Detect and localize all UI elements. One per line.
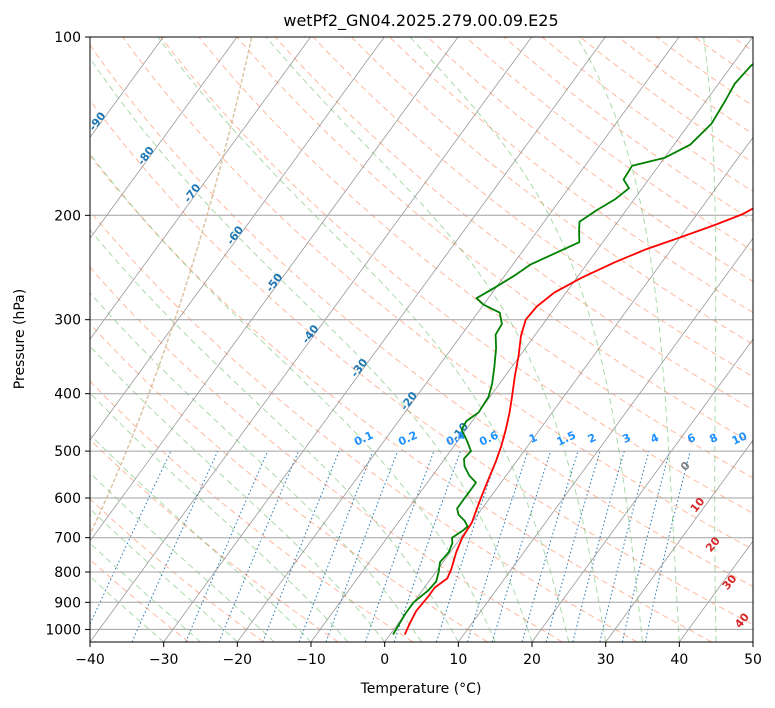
mixing-ratio-line <box>521 450 579 642</box>
y-tick-label: 1000 <box>45 622 81 638</box>
y-tick-label: 300 <box>54 313 81 329</box>
temperature-profile <box>403 207 753 635</box>
dry-adiabat <box>90 210 638 642</box>
series-layer <box>392 62 753 635</box>
mixing-ratio-line <box>131 450 219 642</box>
dry-adiabat <box>274 37 753 411</box>
moist-adiabat <box>157 37 570 642</box>
dry-adiabat <box>389 37 753 314</box>
y-tick-label: 700 <box>54 531 81 547</box>
x-axis: −40 −30 −20 −10 0 10 20 30 40 50 <box>75 642 762 668</box>
mixing-ratio-label: 10 <box>730 429 750 447</box>
x-tick-label: −30 <box>149 652 179 668</box>
dry-adiabat <box>160 37 753 514</box>
plot-frame <box>89 36 754 643</box>
mixing-ratio-line <box>599 450 650 642</box>
dewpoint-profile <box>392 62 753 635</box>
x-tick-label: −20 <box>223 652 253 668</box>
x-tick-label: −10 <box>296 652 326 668</box>
mixing-ratio-line <box>393 450 461 642</box>
moist-adiabat <box>90 472 275 642</box>
mixing-ratio-line <box>435 450 500 642</box>
mixing-ratio-line <box>90 450 172 626</box>
moist-adiabat <box>90 57 533 642</box>
x-tick-label: 30 <box>597 652 615 668</box>
moist-adiabat <box>90 508 238 642</box>
dry-adiabat <box>90 154 712 642</box>
isotherm <box>90 37 385 441</box>
mixing-ratio-line <box>218 450 299 642</box>
dry-adiabat <box>90 498 264 642</box>
y-tick-label: 800 <box>54 565 81 581</box>
isotherm <box>310 37 753 642</box>
x-tick-label: 50 <box>744 652 762 668</box>
x-tick-label: 10 <box>449 652 467 668</box>
dry-adiabat <box>90 323 488 642</box>
moist-adiabat <box>409 37 643 642</box>
dry-adiabat <box>236 37 753 445</box>
y-tick-label: 900 <box>54 595 81 611</box>
dry-adiabat <box>90 380 414 642</box>
mixing-ratio-line <box>364 450 435 642</box>
mixing-ratio-line <box>621 450 670 642</box>
dry-adiabat <box>427 37 753 283</box>
background-lines <box>90 37 753 642</box>
y-tick-label: 600 <box>54 491 81 507</box>
moist-adiabat <box>576 37 680 642</box>
x-axis-title: Temperature (°C) <box>360 681 482 697</box>
isotherm <box>90 37 532 642</box>
moist-adiabat <box>90 345 386 642</box>
y-tick-label: 500 <box>54 444 81 460</box>
dry-adiabat <box>90 44 753 588</box>
y-axis-title: Pressure (hPa) <box>12 289 28 389</box>
mixing-ratio-line <box>644 450 691 642</box>
mixing-ratio-line <box>467 450 529 642</box>
moist-adiabat <box>265 37 607 642</box>
moist-adiabat <box>703 37 717 642</box>
y-tick-label: 100 <box>54 30 81 46</box>
moist-adiabat <box>90 153 496 642</box>
dry-adiabat <box>90 99 753 626</box>
moist-adiabat <box>90 229 459 642</box>
x-tick-label: 20 <box>523 652 541 668</box>
x-tick-label: 40 <box>670 652 688 668</box>
moist-adiabat <box>90 292 422 642</box>
isotherm <box>605 439 753 642</box>
moist-adiabat <box>90 542 201 642</box>
thermal-boundary-curve <box>90 37 253 536</box>
dry-adiabat <box>465 37 753 252</box>
plot-background <box>90 37 753 642</box>
y-tick-label: 400 <box>54 387 81 403</box>
isotherm <box>163 37 606 642</box>
x-tick-label: 0 <box>380 652 389 668</box>
mixing-ratio-line <box>491 450 552 642</box>
y-tick-label: 200 <box>54 208 81 224</box>
x-tick-label: −40 <box>75 652 105 668</box>
dry-adiabat <box>122 37 753 551</box>
isotherm <box>90 37 459 542</box>
mixing-ratio-line <box>545 450 601 642</box>
isotherm <box>457 237 753 642</box>
isotherm <box>90 37 311 340</box>
moist-adiabat <box>90 392 349 642</box>
y-axis: 100 200 300 400 500 600 700 800 900 1000 <box>45 30 90 638</box>
moist-adiabat <box>90 575 165 642</box>
dry-adiabat <box>503 37 753 222</box>
isotherm <box>236 37 680 642</box>
chart-title: wetPf2_GN04.2025.279.00.09.E25 <box>283 11 558 31</box>
isotherm <box>90 37 238 240</box>
mixing-ratio-line <box>185 450 269 642</box>
